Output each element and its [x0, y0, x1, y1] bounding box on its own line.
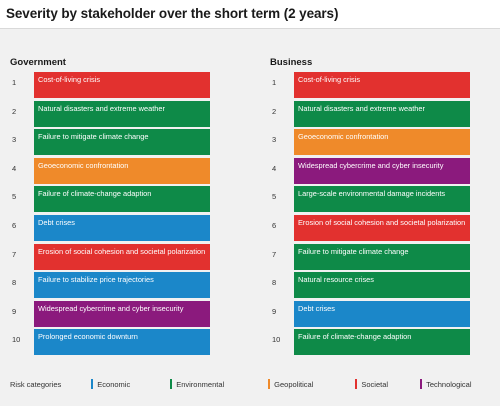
legend-item: Environmental	[170, 379, 224, 389]
legend-items: Economic Environmental Geopolitical Societa…	[91, 379, 472, 389]
risk-bar: Erosion of social cohesion and societal …	[294, 214, 470, 241]
rank-number: 7	[272, 249, 277, 259]
legend-swatch	[355, 379, 358, 389]
business-rows: 1 Cost-of-living crisis 2 Natural disasters…	[270, 72, 476, 358]
rank-number: 4	[12, 163, 17, 173]
legend-title: Risk categories	[10, 379, 62, 389]
legend-label: Economic	[97, 379, 131, 389]
legend-item: Societal	[355, 379, 388, 389]
rank-number: 5	[12, 192, 17, 202]
rank-number: 3	[272, 135, 277, 145]
rank-number: 4	[272, 163, 277, 173]
risk-bar: Debt crises	[294, 300, 470, 327]
risk-bar: Geoeconomic confrontation	[294, 129, 470, 156]
table-row: 9 Widespread cybercrime and cyber insecur…	[10, 300, 216, 330]
rank-number: 2	[272, 106, 277, 116]
rank-number: 10	[12, 335, 21, 345]
risk-bar: Natural disasters and extreme weather	[294, 100, 470, 127]
chart-title: Severity by stakeholder over the short t…	[6, 6, 339, 21]
risk-bar: Geoeconomic confrontation	[34, 157, 210, 184]
risk-bar: Failure to stabilize price trajectories	[34, 272, 210, 299]
title-bar: Severity by stakeholder over the short t…	[0, 0, 500, 29]
table-row: 10 Prolonged economic downturn	[10, 329, 216, 358]
rank-number: 9	[272, 306, 277, 316]
table-row: 2 Natural disasters and extreme weather	[10, 100, 216, 130]
table-row: 7 Erosion of social cohesion and societal…	[10, 243, 216, 273]
risk-bar: Natural disasters and extreme weather	[34, 100, 210, 127]
rank-number: 1	[12, 78, 17, 87]
risk-bar: Natural resource crises	[294, 272, 470, 299]
risk-bar: Large-scale environmental damage inciden…	[294, 186, 470, 213]
table-row: 5 Failure of climate-change adaption	[10, 186, 216, 215]
risk-bar: Cost-of-living crisis	[294, 72, 470, 98]
legend-item: Economic	[91, 379, 130, 389]
table-row: 3 Failure to mitigate climate change	[10, 129, 216, 158]
table-row: 4 Geoeconomic confrontation	[10, 157, 216, 187]
table-row: 2 Natural disasters and extreme weather	[270, 100, 476, 130]
legend: Risk categories Economic Environmental Geo…	[10, 378, 472, 390]
column-header-business: Business	[270, 57, 313, 68]
table-row: 1 Cost-of-living crisis	[10, 72, 216, 101]
legend-item: Geopolitical	[268, 379, 313, 389]
table-row: 4 Widespread cybercrime and cyber insecur…	[270, 157, 476, 187]
legend-label: Societal	[361, 379, 389, 389]
risk-bar: Widespread cybercrime and cyber insecuri…	[34, 300, 210, 327]
table-row: 10 Failure of climate-change adaption	[270, 329, 476, 358]
legend-swatch	[268, 379, 271, 389]
rank-number: 10	[272, 335, 281, 345]
table-row: 5 Large-scale environmental damage incide…	[270, 186, 476, 215]
table-row: 9 Debt crises	[270, 300, 476, 330]
column-header-government: Government	[10, 57, 66, 68]
risk-bar: Failure of climate-change adaption	[34, 186, 210, 213]
legend-item: Technological	[420, 379, 472, 389]
risk-bar: Failure to mitigate climate change	[294, 243, 470, 270]
government-rows: 1 Cost-of-living crisis 2 Natural disasters…	[10, 72, 216, 358]
risk-bar: Prolonged economic downturn	[34, 329, 210, 356]
table-row: 8 Natural resource crises	[270, 272, 476, 301]
legend-label: Environmental	[176, 379, 225, 389]
rank-number: 8	[272, 278, 277, 288]
rank-number: 7	[12, 249, 17, 259]
legend-swatch	[91, 379, 94, 389]
rank-number: 8	[12, 278, 17, 288]
table-row: 6 Erosion of social cohesion and societal…	[270, 214, 476, 244]
rank-number: 5	[272, 192, 277, 202]
rank-number: 3	[12, 135, 17, 145]
business-column: Business 1 Cost-of-living crisis 2 Natural …	[270, 56, 476, 358]
rank-number: 6	[12, 220, 17, 230]
risk-bar: Cost-of-living crisis	[34, 72, 210, 98]
risk-bar: Widespread cybercrime and cyber insecuri…	[294, 157, 470, 184]
legend-label: Geopolitical	[274, 379, 314, 389]
table-row: 7 Failure to mitigate climate change	[270, 243, 476, 273]
rank-number: 6	[272, 220, 277, 230]
government-column: Government 1 Cost-of-living crisis 2 Natura…	[10, 56, 216, 358]
table-row: 1 Cost-of-living crisis	[270, 72, 476, 101]
risk-bar: Failure to mitigate climate change	[34, 129, 210, 156]
table-row: 3 Geoeconomic confrontation	[270, 129, 476, 158]
rank-number: 1	[272, 78, 277, 87]
legend-label: Technological	[426, 379, 472, 389]
risk-bar: Debt crises	[34, 214, 210, 241]
legend-swatch	[170, 379, 173, 389]
table-row: 6 Debt crises	[10, 214, 216, 244]
rank-number: 2	[12, 106, 17, 116]
risk-bar: Failure of climate-change adaption	[294, 329, 470, 356]
legend-swatch	[420, 379, 423, 389]
table-row: 8 Failure to stabilize price trajectories	[10, 272, 216, 301]
rank-number: 9	[12, 306, 17, 316]
risk-bar: Erosion of social cohesion and societal …	[34, 243, 210, 270]
